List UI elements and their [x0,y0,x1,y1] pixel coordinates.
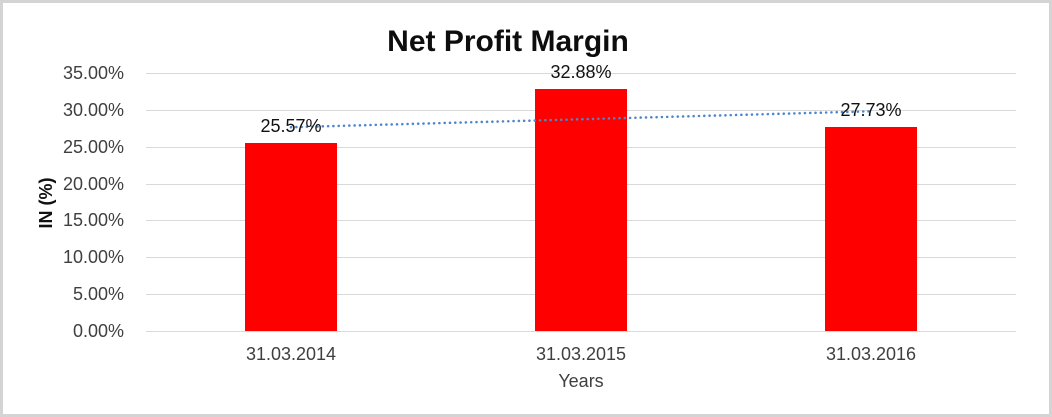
chart-title: Net Profit Margin [387,25,629,58]
y-tick-label: 10.00% [62,247,124,268]
y-tick-label: 35.00% [62,63,124,83]
y-tick-label: 5.00% [72,284,124,305]
y-tick-label: 25.00% [62,136,124,157]
y-tick-label: 20.00% [62,173,124,194]
category-label: 31.03.2016 [825,344,917,364]
bar-31.03.2015 [535,88,627,331]
bar-31.03.2014 [245,142,337,331]
bar-data-label: 27.73% [840,99,902,120]
x-axis-title: Years [558,371,604,391]
category-label: 31.03.2014 [245,344,337,364]
bar-data-label: 32.88% [550,61,612,82]
bar-31.03.2016 [825,126,917,331]
gridline [146,331,1016,332]
category-label: 31.03.2015 [535,344,627,364]
y-axis-title: IN (%) [36,177,56,229]
y-tick-label: 0.00% [72,321,124,341]
gridline [146,73,1016,74]
bar-data-label: 25.57% [260,115,322,136]
y-tick-label: 30.00% [62,99,124,120]
y-tick-label: 15.00% [62,210,124,231]
